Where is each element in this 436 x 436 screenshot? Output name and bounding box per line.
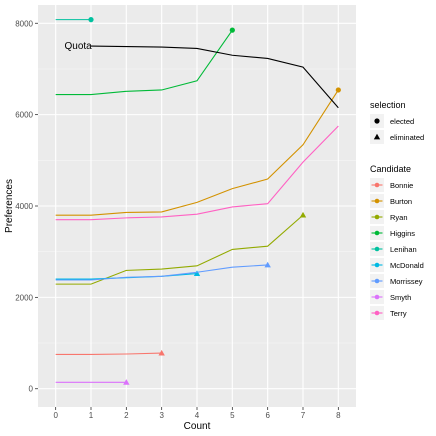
- elected-point-higgins: [229, 27, 235, 33]
- quota-layer: [90, 45, 339, 109]
- legend-label-smyth: Smyth: [390, 293, 411, 302]
- legend-label-ryan: Ryan: [390, 213, 408, 222]
- eliminated-point-ryan: [299, 211, 307, 218]
- elected-point-lenihan: [88, 17, 94, 23]
- x-tick-label: 7: [301, 411, 306, 420]
- legend-point: [374, 310, 380, 316]
- legend-selection: elected eliminated: [370, 114, 424, 144]
- legend-label: eliminated: [390, 133, 424, 142]
- eliminated-point-mcdonald: [193, 270, 201, 277]
- series-line-higgins: [55, 29, 233, 96]
- series-line-ryan: [55, 214, 304, 285]
- quota-annotation: Quota: [65, 41, 93, 52]
- legend-point: [374, 262, 380, 268]
- x-tick-label: 5: [230, 411, 235, 420]
- series-line-terry: [55, 125, 339, 221]
- legend-label-mcdonald: McDonald: [390, 261, 424, 270]
- x-axis: 0 1 2 3 4 5 6 7 8: [53, 407, 341, 420]
- y-axis: 0 2000 4000 6000 8000: [15, 19, 38, 394]
- legend-label-burton: Burton: [390, 197, 412, 206]
- legend-label-lenihan: Lenihan: [390, 245, 417, 254]
- x-tick-label: 0: [53, 411, 58, 420]
- x-tick-label: 3: [159, 411, 164, 420]
- y-tick-label: 6000: [15, 111, 33, 120]
- series-layer: [55, 17, 341, 385]
- legend-label-terry: Terry: [390, 309, 407, 318]
- y-tick-label: 4000: [15, 202, 33, 211]
- x-tick-label: 2: [124, 411, 129, 420]
- x-tick-label: 4: [195, 411, 200, 420]
- legend-point: [374, 182, 380, 188]
- legend-point: [374, 198, 380, 204]
- legend-candidate: Bonnie Burton Ryan Higgins Lenihan McDonald Mo…: [370, 178, 424, 320]
- y-axis-title: Preferences: [4, 179, 15, 233]
- x-tick-label: 1: [89, 411, 94, 420]
- eliminated-point-smyth: [123, 379, 130, 385]
- eliminated-point-bonnie: [158, 349, 165, 356]
- elected-point-burton: [335, 87, 341, 93]
- x-tick-label: 8: [336, 411, 341, 420]
- legend-point: [374, 294, 380, 300]
- x-tick-label: 6: [265, 411, 270, 420]
- x-axis-title: Count: [184, 421, 211, 432]
- y-tick-label: 2000: [15, 293, 33, 302]
- grid-major: [38, 5, 356, 407]
- legend-label-higgins: Higgins: [390, 229, 415, 238]
- legend-label-morrissey: Morrissey: [390, 277, 423, 286]
- legend-selection-title: selection: [370, 100, 406, 110]
- legend-candidate-title: Candidate: [370, 164, 411, 174]
- legend: selection elected eliminated Candidate Bo…: [370, 100, 424, 320]
- legend-point: [374, 278, 380, 284]
- legend-point: [374, 230, 380, 236]
- legend-point: [374, 246, 380, 252]
- quota-line: [90, 45, 339, 109]
- legend-point: [374, 214, 380, 220]
- series-line-bonnie: [55, 352, 162, 356]
- y-tick-label: 8000: [15, 19, 33, 28]
- y-tick-label: 0: [29, 385, 34, 394]
- series-line-burton: [55, 89, 339, 216]
- legend-label: elected: [390, 117, 414, 126]
- legend-circle-icon: [374, 118, 380, 124]
- eliminated-point-morrissey: [264, 261, 271, 268]
- legend-triangle-icon: [373, 133, 381, 140]
- legend-label-bonnie: Bonnie: [390, 181, 413, 190]
- series-line-morrissey: [55, 264, 268, 281]
